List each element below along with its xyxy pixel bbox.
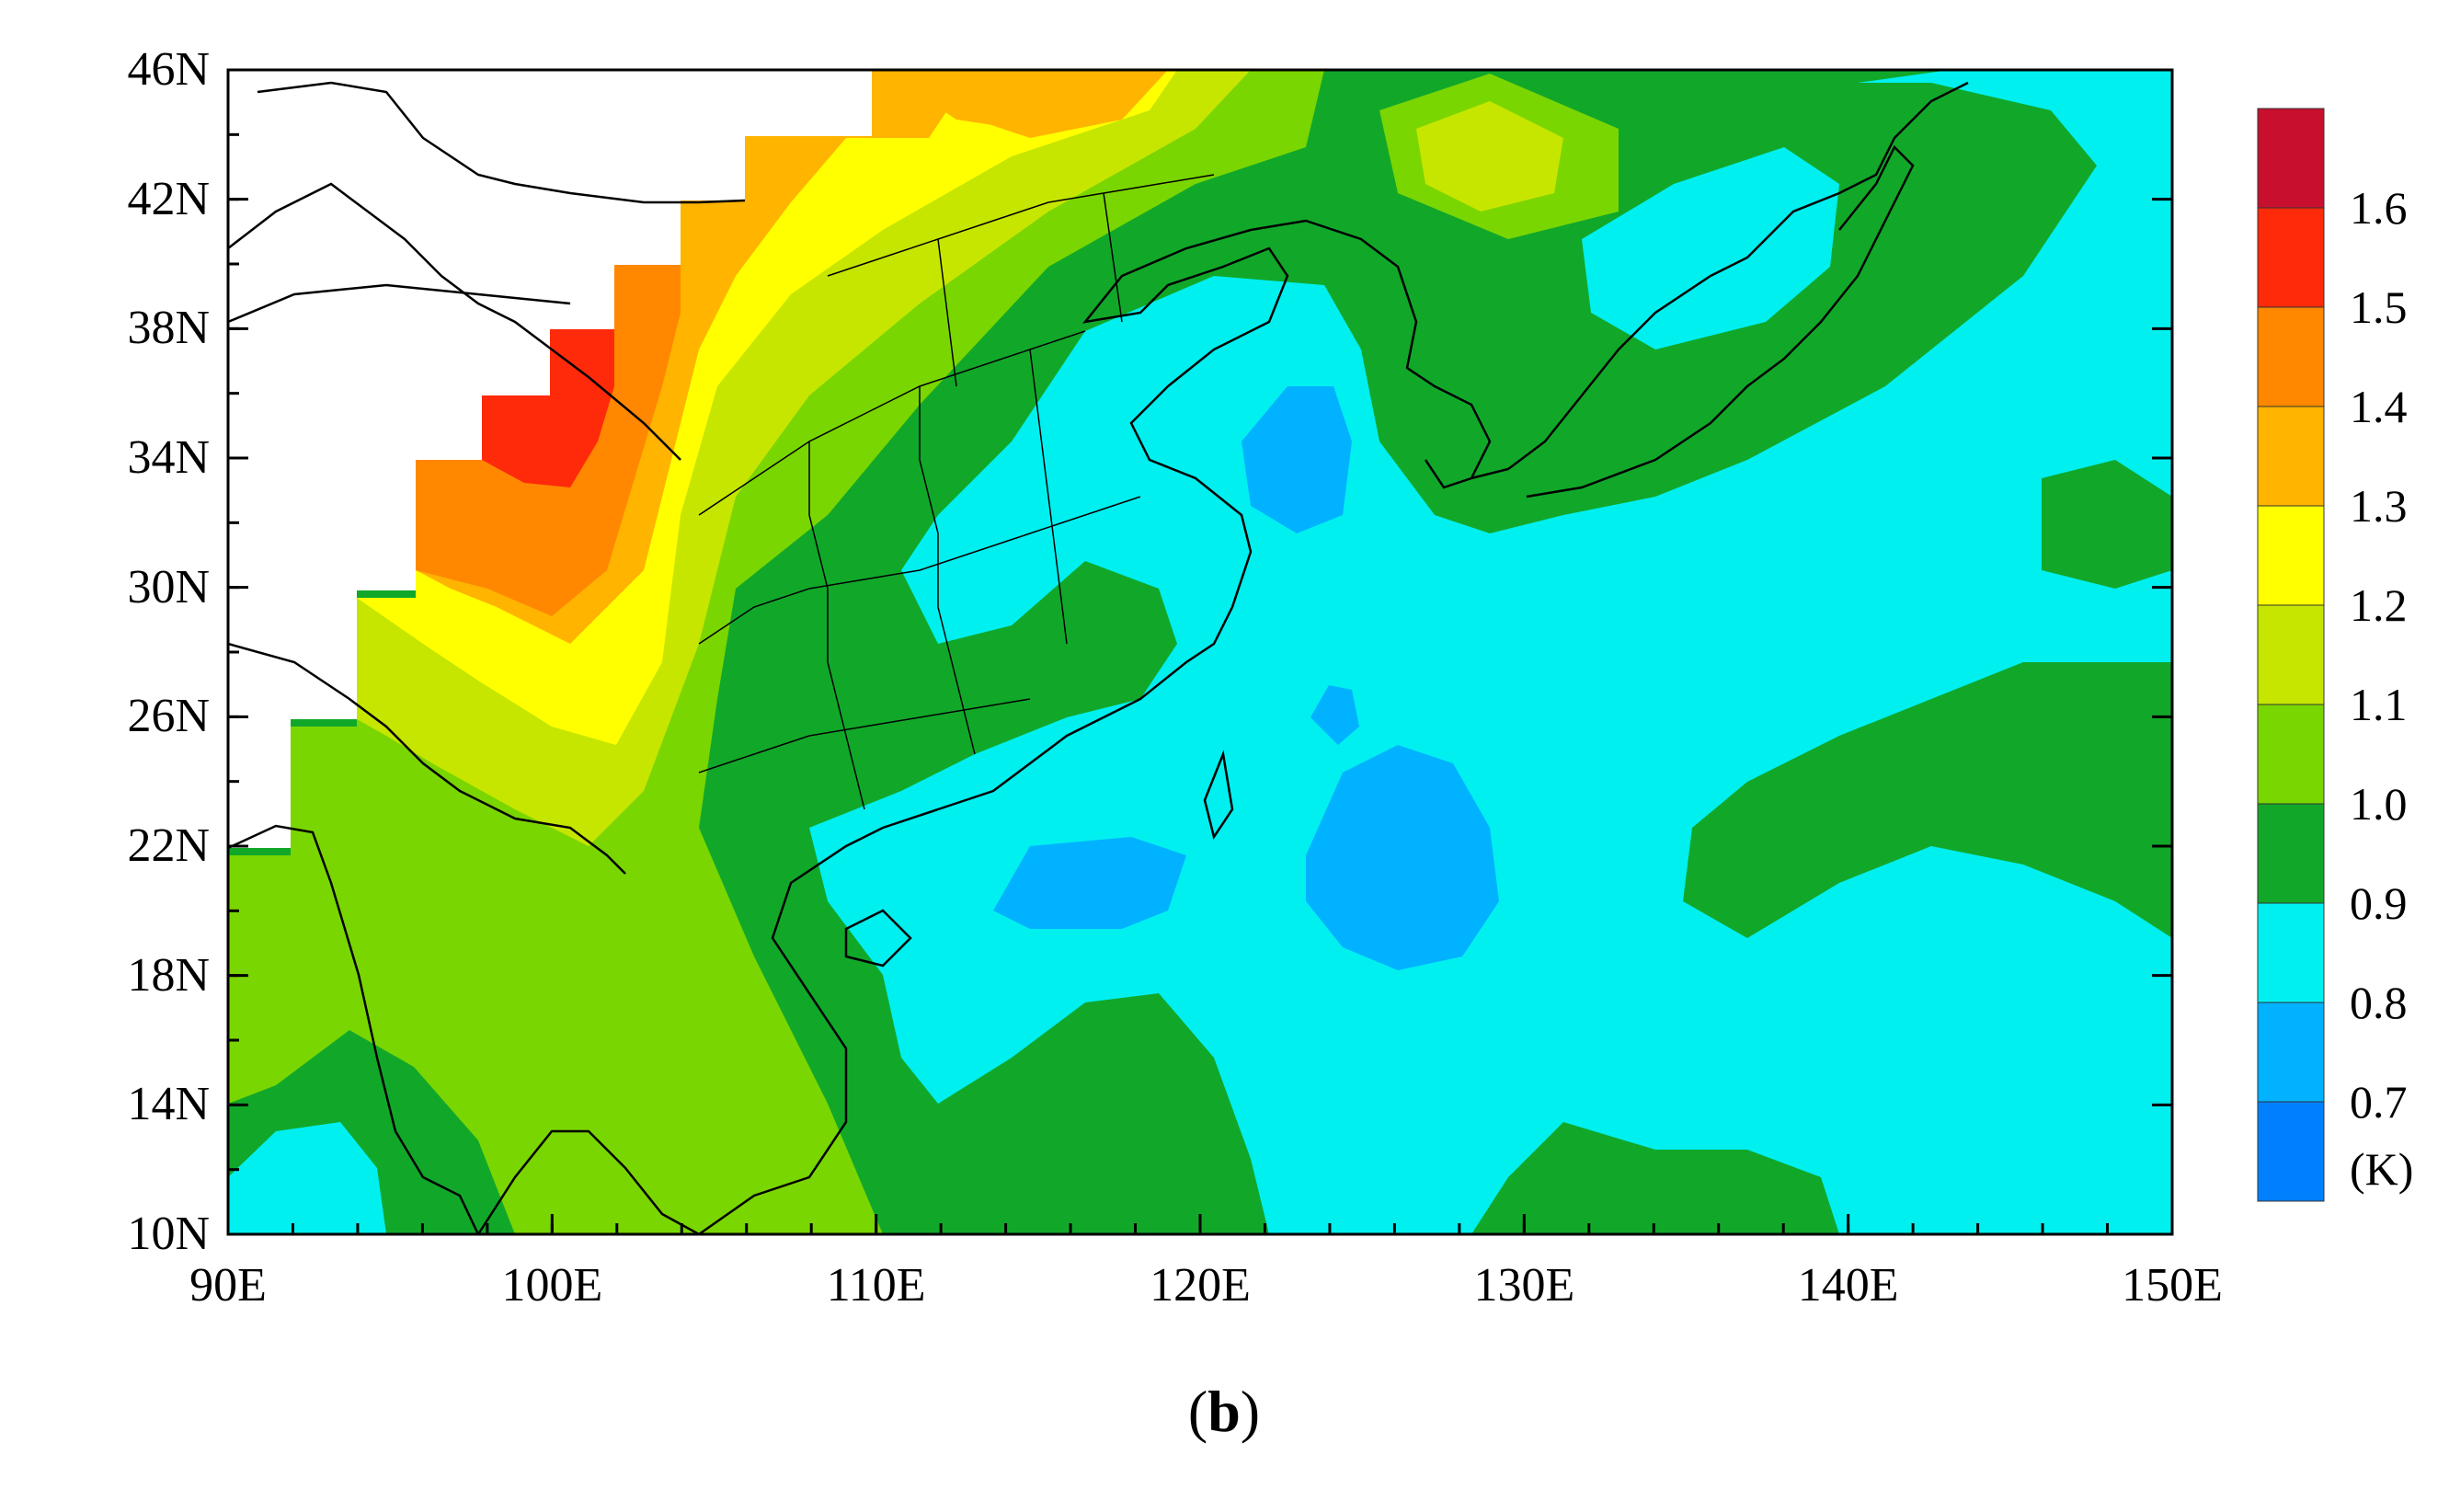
lat-tick-label: 18N bbox=[127, 948, 210, 1002]
colorbar-tick-label: 1.1 bbox=[2350, 679, 2408, 730]
band-0.8-0.9 bbox=[809, 70, 2172, 1234]
lon-tick-label: 140E bbox=[1797, 1259, 1899, 1312]
panel-label-open: ( bbox=[1187, 1379, 1208, 1444]
colorbar-tick-label: 1.5 bbox=[2350, 281, 2408, 333]
panel-label-letter: b bbox=[1207, 1379, 1241, 1444]
colorbar-tick-label: 0.7 bbox=[2350, 1076, 2408, 1128]
colorbar-segment bbox=[2257, 306, 2325, 407]
colorbar-tick-label: 1.4 bbox=[2350, 381, 2408, 432]
lat-tick-label: 10N bbox=[127, 1208, 210, 1260]
lon-tick-label: 120E bbox=[1150, 1259, 1251, 1312]
band-1.0-1.1 bbox=[228, 70, 1324, 1234]
panel-label-close: ) bbox=[1240, 1379, 1261, 1444]
panel-label: (b) bbox=[1132, 1380, 1316, 1444]
lon-tick-label: 150E bbox=[2122, 1259, 2223, 1312]
lat-tick-label: 38N bbox=[127, 302, 210, 355]
colorbar-segment bbox=[2257, 406, 2325, 507]
band-0.8-0.9-north-east bbox=[1582, 147, 1839, 349]
missing-data-region bbox=[228, 70, 872, 848]
colorbar-segment bbox=[2257, 803, 2325, 904]
axis-ticks bbox=[226, 68, 2174, 1236]
colorbar-segment bbox=[2257, 505, 2325, 606]
lat-tick-label: 22N bbox=[127, 819, 210, 872]
band-0.7-0.8-a bbox=[1242, 386, 1352, 533]
band-0.7-0.8-b bbox=[993, 837, 1186, 929]
band-0.7-0.8-c bbox=[1306, 745, 1499, 970]
lon-tick-label: 100E bbox=[501, 1259, 603, 1312]
colorbar-segment bbox=[2257, 604, 2325, 705]
colorbar-segment bbox=[2257, 704, 2325, 805]
lat-tick-label: 14N bbox=[127, 1078, 210, 1131]
lat-tick-label: 34N bbox=[127, 431, 210, 484]
colorbar-tick-label: 1.6 bbox=[2350, 182, 2408, 234]
colorbar-segment bbox=[2257, 902, 2325, 1003]
band-1.3-1.4-top bbox=[929, 70, 1168, 133]
colorbar-tick-label: 0.8 bbox=[2350, 977, 2408, 1028]
colorbar-tick-label: 1.3 bbox=[2350, 480, 2408, 532]
band-0.8-0.9-west bbox=[228, 1122, 386, 1234]
colorbar-segment bbox=[2257, 207, 2325, 308]
colorbar-tick-label: 1.2 bbox=[2350, 579, 2408, 631]
lat-tick-label: 42N bbox=[127, 172, 210, 225]
lat-tick-label: 46N bbox=[127, 43, 210, 96]
colorbar-tick-label: 1.0 bbox=[2350, 778, 2408, 830]
band-1.5-1.6 bbox=[482, 329, 614, 487]
province-borders bbox=[698, 174, 1215, 810]
colorbar-tick-label: 0.9 bbox=[2350, 877, 2408, 929]
colorbar-unit-label: (K) bbox=[2350, 1143, 2414, 1195]
lat-tick-label: 26N bbox=[127, 690, 210, 743]
band-1.1-1.2-north bbox=[1416, 101, 1563, 212]
lat-tick-label: 30N bbox=[127, 560, 210, 613]
colorbar-segment bbox=[2257, 108, 2325, 209]
colorbar-segment bbox=[2257, 1002, 2325, 1103]
contour-fills bbox=[228, 70, 2172, 1234]
coastlines bbox=[228, 81, 1969, 1234]
colorbar bbox=[2257, 108, 2325, 1202]
lon-tick-label: 130E bbox=[1473, 1259, 1575, 1312]
lon-tick-label: 90E bbox=[189, 1259, 267, 1312]
colorbar-segment bbox=[2257, 1101, 2325, 1202]
lon-tick-label: 110E bbox=[826, 1259, 926, 1312]
band-0.7-0.8-d bbox=[1310, 685, 1359, 745]
